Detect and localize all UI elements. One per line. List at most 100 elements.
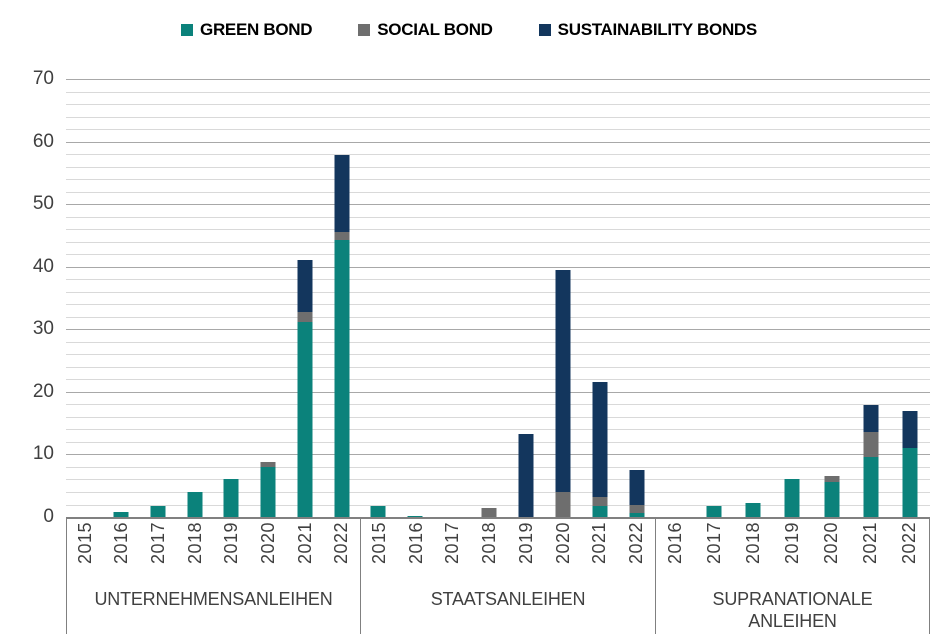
bar-segment-sustainability-bonds (902, 411, 918, 449)
gridline (66, 279, 930, 281)
bar-segment-green-bond (745, 502, 761, 517)
bar-slot (544, 79, 581, 517)
bar-segment-sustainability-bonds (629, 470, 645, 506)
bar-segment-sustainability-bonds (334, 155, 350, 232)
x-axis-year-slot: 2020 (812, 522, 851, 583)
gridline (66, 116, 930, 118)
gridline (66, 191, 930, 193)
x-axis-year-label: 2020 (257, 522, 278, 565)
bar-segment-social-bond (481, 508, 497, 517)
gridline (66, 254, 930, 256)
stacked-bar (706, 506, 722, 517)
bar-slot (397, 79, 434, 517)
x-axis-year-label: 2017 (148, 522, 169, 565)
x-axis-year-slot: 2018 (734, 522, 773, 583)
bar-segment-social-bond (863, 431, 879, 457)
bar-segment-sustainability-bonds (297, 260, 313, 312)
x-axis-group-label: STAATSANLEIHEN (430, 589, 586, 609)
x-axis-year-slot: 2021 (851, 522, 890, 583)
x-axis-year-slot: 2021 (287, 522, 324, 583)
bar-segment-green-bond (150, 505, 166, 517)
bar-segment-green-bond (370, 506, 386, 517)
x-axis-year-slot: 2016 (104, 522, 141, 583)
x-axis-year-slot: 2017 (140, 522, 177, 583)
legend-item: SOCIAL BOND (358, 20, 493, 40)
bar-segment-social-bond (334, 231, 350, 241)
bar-slot (618, 79, 655, 517)
bar-segment-green-bond (260, 466, 276, 517)
gridline (66, 291, 930, 293)
bar-segment-green-bond (187, 491, 203, 517)
x-axis-year-label: 2015 (74, 522, 95, 565)
x-axis-year-slot: 2022 (890, 522, 929, 583)
x-axis-year-slot: 2021 (582, 522, 619, 583)
gridline (66, 166, 930, 168)
bar-slot (655, 79, 694, 517)
gridline (66, 429, 930, 431)
bar-segment-sustainability-bonds (863, 405, 879, 432)
y-axis-tick-label: 0 (43, 506, 54, 527)
bar-segment-social-bond (260, 461, 276, 467)
bar-segment-sustainability-bonds (518, 433, 534, 517)
stacked-bar (745, 502, 761, 517)
stacked-bar (784, 479, 800, 517)
y-axis-tick-label: 40 (32, 255, 54, 277)
x-axis-year-label: 2018 (479, 522, 500, 565)
gridline (66, 141, 930, 143)
bar-slot (812, 79, 851, 517)
bar-group (655, 79, 930, 517)
gridline (66, 341, 930, 343)
legend-color-swatch-icon (358, 24, 371, 36)
legend-label: GREEN BOND (200, 20, 313, 39)
x-axis-year-label: 2022 (626, 522, 647, 565)
bar-slot (434, 79, 471, 517)
stacked-bar (223, 479, 239, 517)
stacked-bar (407, 515, 423, 517)
legend-item: SUSTAINABILITY BONDS (538, 20, 758, 40)
y-axis-tick-label: 70 (32, 68, 54, 89)
x-axis-year-label: 2016 (665, 522, 685, 565)
x-axis-year-slot: 2020 (250, 522, 287, 583)
x-axis-year-slot: 2019 (508, 522, 545, 583)
x-axis-year-slot: 2017 (695, 522, 734, 583)
bar-segment-green-bond (863, 456, 879, 517)
gridline (66, 154, 930, 156)
legend-color-swatch-icon (538, 24, 551, 36)
x-axis-year-slot: 2015 (361, 522, 398, 583)
stacked-bar (824, 476, 840, 517)
y-axis-tick-label: 20 (32, 380, 54, 402)
x-axis-year-row: 2016 2017 2018 2019 2020 2021 2022 (656, 517, 929, 583)
y-axis-tick-label: 50 (32, 193, 54, 215)
x-axis-year-label: 2018 (184, 522, 205, 565)
x-axis-group-label: UNTERNEHMENSANLEIHEN (94, 589, 333, 609)
stacked-bar (481, 508, 497, 517)
bar-segment-green-bond (706, 506, 722, 517)
x-axis-year-label: 2018 (743, 522, 763, 565)
x-axis-year-slot: 2015 (67, 522, 104, 583)
bar-slot (773, 79, 812, 517)
bar-slot (140, 79, 177, 517)
gridline (66, 354, 930, 356)
x-axis-group: 2015 2016 2017 2018 2019 2020 2021 2022 STAATSAN… (360, 517, 655, 634)
bar-slot (851, 79, 890, 517)
gridline (66, 379, 930, 381)
x-axis-year-label: 2017 (442, 522, 463, 565)
gridline (66, 391, 930, 393)
gridline (66, 91, 930, 93)
legend-label: SUSTAINABILITY BONDS (557, 20, 758, 39)
x-axis-year-slot: 2016 (398, 522, 435, 583)
gridline (66, 479, 930, 481)
gridline (66, 316, 930, 318)
gridline (66, 229, 930, 231)
x-axis-year-slot: 2020 (545, 522, 582, 583)
gridline (66, 441, 930, 443)
x-axis-year-slot: 2019 (773, 522, 812, 583)
x-axis-group: 2016 2017 2018 2019 2020 2021 2022 SUPRANATIONA… (655, 517, 930, 634)
x-axis-year-label: 2021 (860, 522, 880, 565)
x-axis-year-label: 2017 (704, 522, 724, 565)
legend-color-swatch-icon (181, 24, 194, 36)
gridline (66, 416, 930, 418)
plot-area (66, 79, 930, 519)
stacked-bar (150, 505, 166, 517)
gridline (66, 466, 930, 468)
